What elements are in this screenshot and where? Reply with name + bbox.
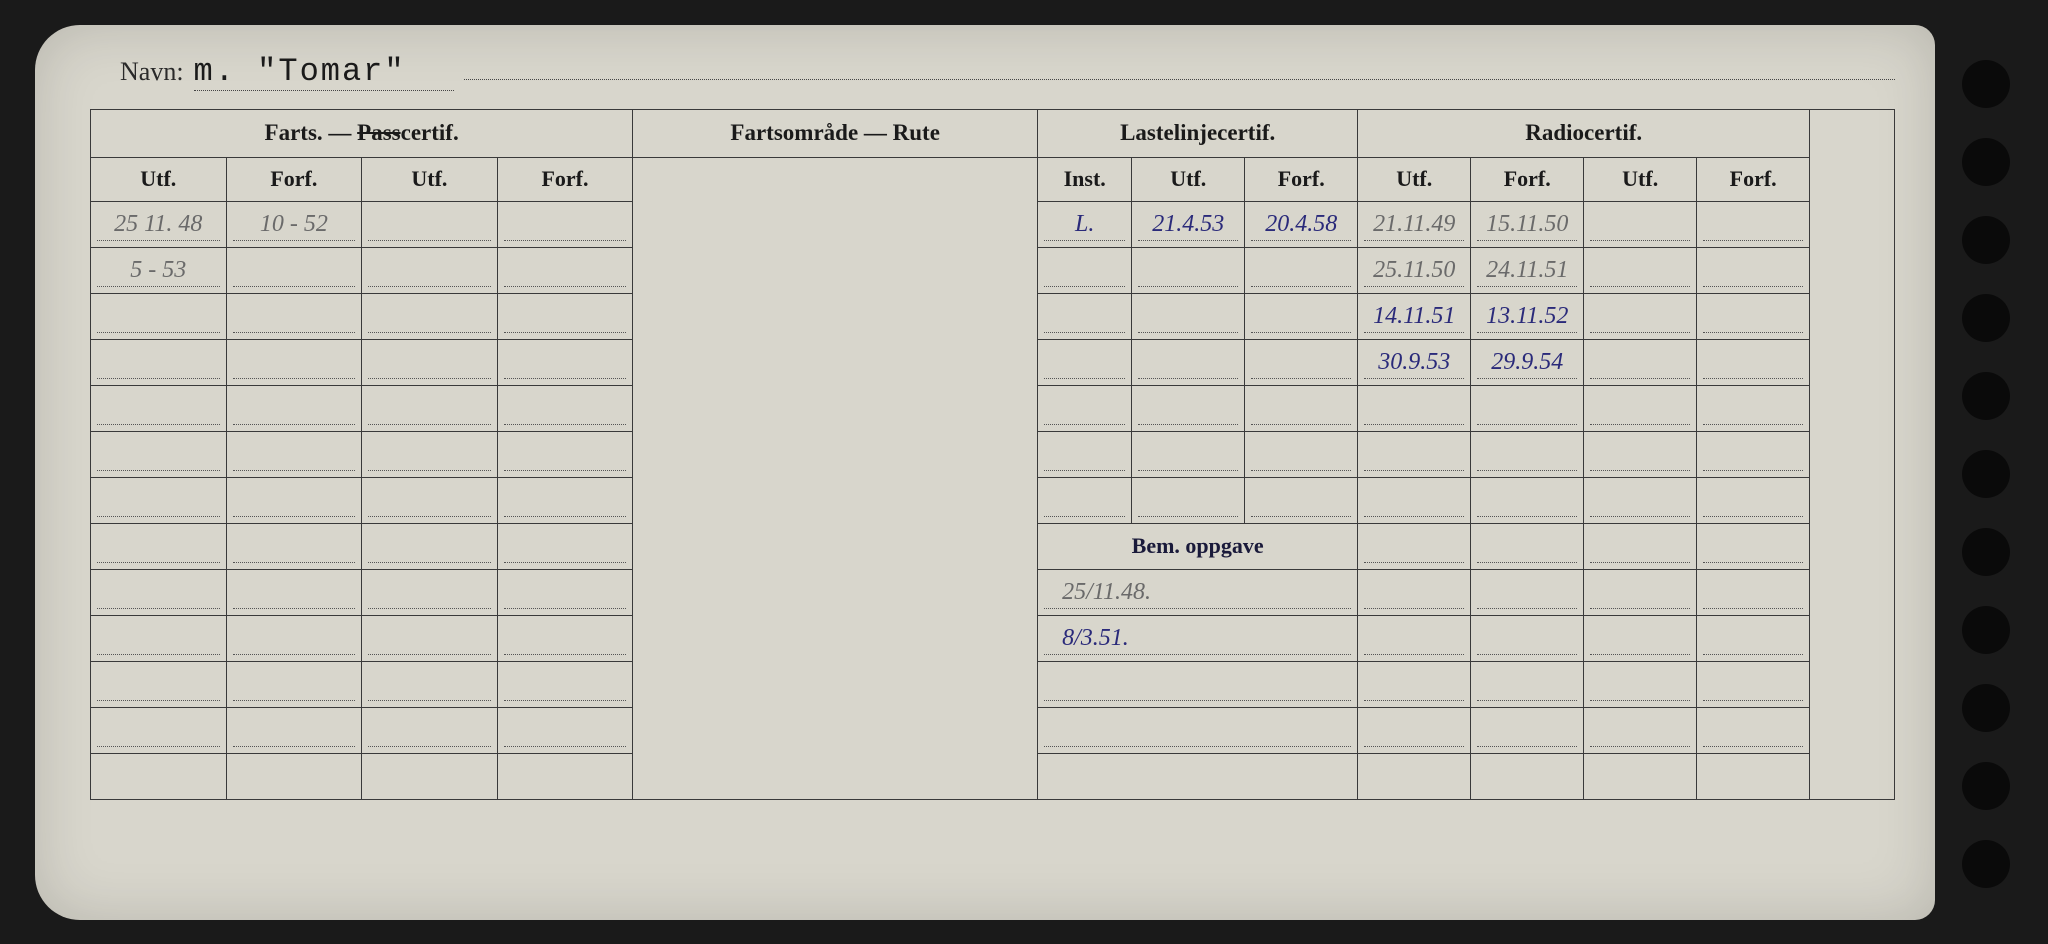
punch-hole-icon [1962,606,2010,654]
radio-utf1: 25.11.50 [1358,247,1471,293]
certificate-table: Farts. — Passcertif. Fartsområde — Rute … [90,109,1895,800]
radio-forf1: 13.11.52 [1471,293,1584,339]
radio-forf1: 29.9.54 [1471,339,1584,385]
radio-utf1: 30.9.53 [1358,339,1471,385]
punch-hole-icon [1962,762,2010,810]
punch-hole-icon [1962,60,2010,108]
punch-hole-icon [1962,294,2010,342]
punch-hole-icon [1962,372,2010,420]
laste-utf: 21.4.53 [1132,201,1245,247]
sub-forf: Forf. [1471,157,1584,201]
punch-hole-icon [1962,138,2010,186]
punch-hole-icon [1962,450,2010,498]
header-radio: Radiocertif. [1358,109,1810,157]
sub-forf: Forf. [497,157,633,201]
sub-forf: Forf. [226,157,362,201]
sub-header-row: Utf. Forf. Utf. Forf. Inst. Utf. Forf. U… [91,157,1895,201]
laste-inst: L. [1038,201,1132,247]
sub-utf: Utf. [91,157,227,201]
margin-col [1810,109,1895,799]
sub-utf: Utf. [1358,157,1471,201]
radio-utf1: 14.11.51 [1358,293,1471,339]
punch-hole-icon [1962,840,2010,888]
farts-utf2 [362,201,498,247]
navn-dots [464,79,1895,80]
sub-utf: Utf. [362,157,498,201]
farts-forf2 [497,201,633,247]
sub-forf: Forf. [1697,157,1810,201]
index-card: Navn: m. "Tomar" Farts. — Passcertif. Fa… [35,25,1935,920]
punch-hole-icon [1962,528,2010,576]
sub-forf: Forf. [1245,157,1358,201]
header-lastelinje: Lastelinjecertif. [1038,109,1358,157]
bem-value: 25/11.48. [1038,569,1358,615]
group-header-row: Farts. — Passcertif. Fartsområde — Rute … [91,109,1895,157]
sub-utf: Utf. [1584,157,1697,201]
punch-holes [1962,60,2010,888]
navn-row: Navn: m. "Tomar" [90,53,1895,91]
farts-utf1: 25 11. 48 [91,201,227,247]
radio-forf2 [1697,201,1810,247]
radio-forf1: 15.11.50 [1471,201,1584,247]
farts-utf1: 5 - 53 [91,247,227,293]
radio-forf1: 24.11.51 [1471,247,1584,293]
sub-utf: Utf. [1132,157,1245,201]
bem-header: Bem. oppgave [1038,523,1358,569]
punch-hole-icon [1962,216,2010,264]
header-farts: Farts. — Passcertif. [91,109,633,157]
radio-utf2 [1584,201,1697,247]
radio-utf1: 21.11.49 [1358,201,1471,247]
navn-label: Navn: [120,57,184,87]
navn-value: m. "Tomar" [194,53,454,91]
fartsomrade-body [633,157,1038,799]
punch-hole-icon [1962,684,2010,732]
sub-inst: Inst. [1038,157,1132,201]
farts-forf1: 10 - 52 [226,201,362,247]
header-fartsomrade: Fartsområde — Rute [633,109,1038,157]
laste-forf: 20.4.58 [1245,201,1358,247]
bem-value: 8/3.51. [1038,615,1358,661]
